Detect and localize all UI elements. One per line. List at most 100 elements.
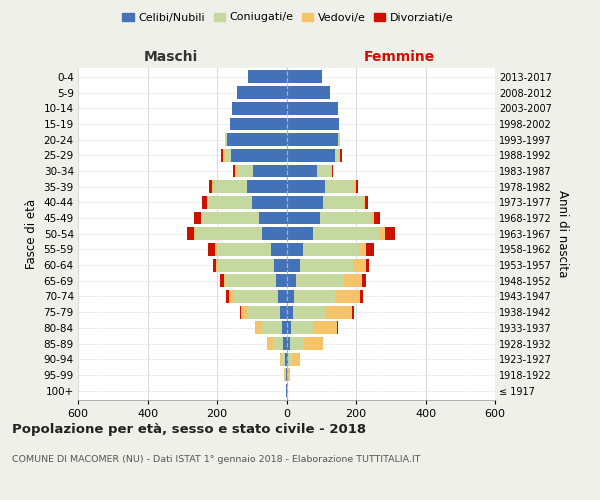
Bar xyxy=(262,322,283,334)
Bar xyxy=(209,180,212,193)
Bar xyxy=(226,274,276,287)
Bar xyxy=(288,368,290,382)
Bar xyxy=(323,196,363,209)
Bar xyxy=(371,212,374,224)
Bar xyxy=(366,258,369,272)
Bar xyxy=(237,86,287,99)
Text: COMUNE DI MACOMER (NU) - Dati ISTAT 1° gennaio 2018 - Elaborazione TUTTITALIA.IT: COMUNE DI MACOMER (NU) - Dati ISTAT 1° g… xyxy=(12,455,421,464)
Bar xyxy=(362,274,366,287)
Bar xyxy=(202,196,206,209)
Bar xyxy=(325,180,354,193)
Bar xyxy=(287,274,296,287)
Bar xyxy=(218,258,274,272)
Bar xyxy=(286,368,287,382)
Bar xyxy=(313,228,380,240)
Bar xyxy=(235,290,278,303)
Bar xyxy=(332,164,334,177)
Bar xyxy=(278,290,287,303)
Bar xyxy=(194,212,200,224)
Bar xyxy=(233,164,235,177)
Bar xyxy=(280,353,281,366)
Bar xyxy=(221,149,223,162)
Bar xyxy=(317,164,332,177)
Bar xyxy=(287,86,330,99)
Bar xyxy=(212,180,214,193)
Bar xyxy=(226,290,229,303)
Y-axis label: Anni di nascita: Anni di nascita xyxy=(556,190,569,278)
Text: Maschi: Maschi xyxy=(144,50,198,64)
Bar xyxy=(213,258,217,272)
Bar xyxy=(224,274,226,287)
Legend: Celibi/Nubili, Coniugati/e, Vedovi/e, Divorziati/e: Celibi/Nubili, Coniugati/e, Vedovi/e, Di… xyxy=(118,8,458,27)
Bar xyxy=(340,149,342,162)
Bar xyxy=(287,133,338,146)
Bar xyxy=(287,243,303,256)
Bar xyxy=(239,306,241,318)
Bar xyxy=(287,118,338,130)
Bar xyxy=(231,149,287,162)
Bar xyxy=(385,228,395,240)
Bar xyxy=(287,258,300,272)
Bar xyxy=(285,368,286,382)
Bar xyxy=(217,243,271,256)
Bar xyxy=(287,353,288,366)
Bar xyxy=(296,274,344,287)
Bar xyxy=(287,228,313,240)
Bar xyxy=(293,306,325,318)
Bar xyxy=(202,212,259,224)
Bar xyxy=(241,306,248,318)
Bar xyxy=(224,149,231,162)
Bar xyxy=(294,290,335,303)
Bar xyxy=(287,196,323,209)
Bar xyxy=(290,322,313,334)
Bar xyxy=(283,322,287,334)
Bar xyxy=(287,322,290,334)
Bar xyxy=(304,337,323,350)
Bar xyxy=(274,258,287,272)
Bar xyxy=(224,133,227,146)
Bar xyxy=(200,212,202,224)
Bar xyxy=(230,118,287,130)
Bar xyxy=(271,243,287,256)
Bar xyxy=(303,243,359,256)
Bar xyxy=(254,322,255,334)
Bar xyxy=(268,337,272,350)
Bar xyxy=(287,337,290,350)
Bar xyxy=(208,196,252,209)
Bar xyxy=(220,274,224,287)
Bar xyxy=(284,368,285,382)
Bar xyxy=(335,149,340,162)
Bar xyxy=(380,228,385,240)
Bar xyxy=(365,196,368,209)
Bar xyxy=(248,70,287,84)
Bar xyxy=(262,228,287,240)
Bar xyxy=(354,180,356,193)
Bar xyxy=(208,243,215,256)
Bar xyxy=(259,212,287,224)
Bar xyxy=(353,258,366,272)
Bar xyxy=(281,353,285,366)
Bar xyxy=(359,243,366,256)
Bar xyxy=(187,228,194,240)
Bar xyxy=(287,212,320,224)
Bar xyxy=(300,258,353,272)
Bar xyxy=(217,258,218,272)
Bar xyxy=(276,274,287,287)
Bar xyxy=(248,306,280,318)
Text: Femmine: Femmine xyxy=(364,50,434,64)
Bar xyxy=(194,228,196,240)
Bar xyxy=(223,149,224,162)
Bar xyxy=(214,180,247,193)
Bar xyxy=(287,164,317,177)
Bar xyxy=(285,353,287,366)
Bar xyxy=(287,180,325,193)
Bar xyxy=(344,274,362,287)
Bar xyxy=(280,306,287,318)
Bar xyxy=(287,70,322,84)
Bar xyxy=(290,337,304,350)
Bar xyxy=(325,306,352,318)
Bar xyxy=(287,149,335,162)
Bar xyxy=(287,368,288,382)
Y-axis label: Fasce di età: Fasce di età xyxy=(25,198,38,269)
Bar xyxy=(352,306,353,318)
